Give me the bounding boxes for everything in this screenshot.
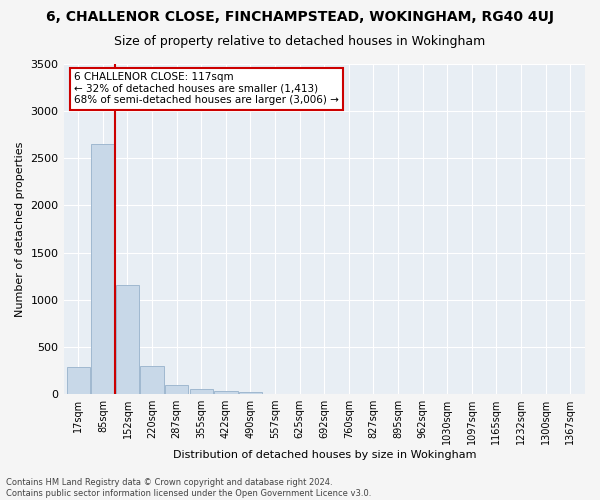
- Bar: [140, 366, 164, 394]
- Text: 6 CHALLENOR CLOSE: 117sqm
← 32% of detached houses are smaller (1,413)
68% of se: 6 CHALLENOR CLOSE: 117sqm ← 32% of detac…: [74, 72, 339, 106]
- Bar: [239, 392, 262, 394]
- Text: Contains HM Land Registry data © Crown copyright and database right 2024.
Contai: Contains HM Land Registry data © Crown c…: [6, 478, 371, 498]
- Text: 6, CHALLENOR CLOSE, FINCHAMPSTEAD, WOKINGHAM, RG40 4UJ: 6, CHALLENOR CLOSE, FINCHAMPSTEAD, WOKIN…: [46, 10, 554, 24]
- Bar: [67, 366, 90, 394]
- X-axis label: Distribution of detached houses by size in Wokingham: Distribution of detached houses by size …: [173, 450, 476, 460]
- Y-axis label: Number of detached properties: Number of detached properties: [15, 142, 25, 316]
- Bar: [165, 385, 188, 394]
- Bar: [91, 144, 115, 394]
- Bar: [190, 389, 213, 394]
- Bar: [116, 284, 139, 394]
- Bar: [214, 392, 238, 394]
- Text: Size of property relative to detached houses in Wokingham: Size of property relative to detached ho…: [115, 35, 485, 48]
